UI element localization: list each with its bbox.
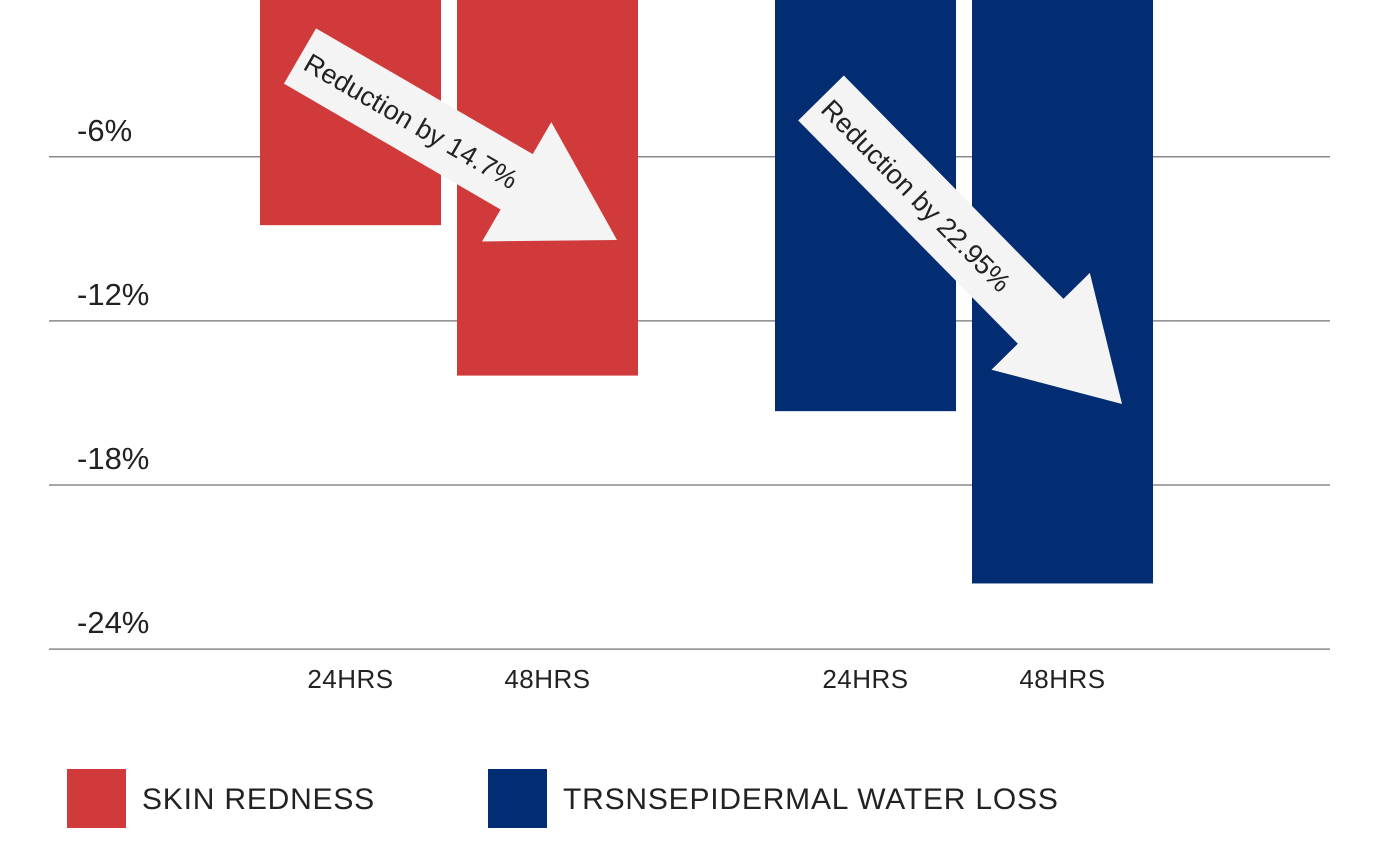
legend-swatch [488, 769, 547, 828]
x-category-label: 48HRS [504, 664, 590, 694]
x-axis-categories: 24HRS 48HRS 24HRS 48HRS [307, 664, 1105, 694]
legend-label: SKIN REDNESS [142, 783, 375, 816]
y-tick-label: -6% [77, 113, 132, 148]
y-tick-label: -12% [77, 277, 149, 312]
arrow-shape [798, 75, 1122, 404]
y-axis-ticks: -6% -12% -18% -24% [77, 113, 149, 640]
arrow-shape [283, 28, 618, 242]
x-category-label: 24HRS [307, 664, 393, 694]
x-category-label: 24HRS [822, 664, 908, 694]
y-tick-label: -18% [77, 441, 149, 476]
x-category-label: 48HRS [1019, 664, 1105, 694]
legend: SKIN REDNESS TRSNSEPIDERMAL WATER LOSS [67, 769, 1059, 828]
legend-swatch [67, 769, 126, 828]
legend-label: TRSNSEPIDERMAL WATER LOSS [563, 783, 1059, 816]
y-tick-label: -24% [77, 605, 149, 640]
